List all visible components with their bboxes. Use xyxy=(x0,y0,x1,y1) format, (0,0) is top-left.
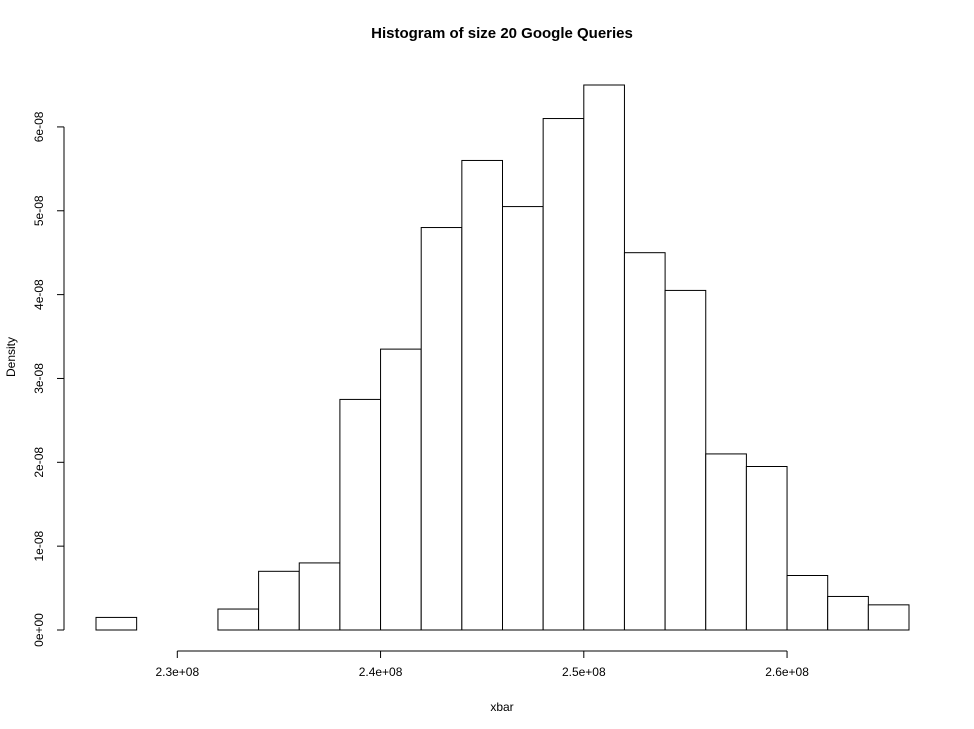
x-tick-label-2: 2.5e+08 xyxy=(562,665,606,679)
histogram-bar-17 xyxy=(786,575,829,631)
histogram-bar-8 xyxy=(420,227,463,631)
x-tick-label-0: 2.3e+08 xyxy=(155,665,199,679)
x-axis: 2.3e+08 2.4e+08 2.5e+08 2.6e+08 xyxy=(155,650,809,679)
histogram-bar-6 xyxy=(339,398,382,631)
x-axis-label: xbar xyxy=(490,700,513,714)
histogram-bar-3 xyxy=(217,608,260,631)
histogram-bar-4 xyxy=(258,570,300,631)
histogram-bar-14 xyxy=(664,289,707,631)
y-axis: 0e+00 1e-08 2e-08 3e-08 4e-08 5e-08 6e-08 xyxy=(32,111,65,647)
histogram-bar-13 xyxy=(623,252,666,631)
y-tick-label-6: 6e-08 xyxy=(32,111,46,142)
histogram-bar-18 xyxy=(827,595,869,631)
histogram-bar-16 xyxy=(745,466,788,631)
histogram-bar-5 xyxy=(298,562,341,631)
y-tick-label-4: 4e-08 xyxy=(32,279,46,310)
histogram-bars xyxy=(95,84,910,631)
y-tick-label-0: 0e+00 xyxy=(32,613,46,647)
histogram-bar-10 xyxy=(502,206,544,631)
histogram-bar-7 xyxy=(380,348,422,631)
y-tick-label-2: 2e-08 xyxy=(32,447,46,478)
y-axis-label: Density xyxy=(4,337,18,377)
y-tick-label-3: 3e-08 xyxy=(32,363,46,394)
x-tick-label-1: 2.4e+08 xyxy=(359,665,403,679)
x-tick-label-3: 2.6e+08 xyxy=(765,665,809,679)
histogram-bar-15 xyxy=(705,453,747,631)
y-tick-label-1: 1e-08 xyxy=(32,530,46,561)
histogram-bar-19 xyxy=(867,604,910,631)
histogram-bar-12 xyxy=(583,84,625,631)
histogram-bar-9 xyxy=(461,159,504,631)
chart-title: Histogram of size 20 Google Queries xyxy=(371,25,633,42)
y-tick-label-5: 5e-08 xyxy=(32,195,46,226)
histogram-bar-11 xyxy=(542,118,585,631)
histogram-bar-0 xyxy=(95,616,138,631)
